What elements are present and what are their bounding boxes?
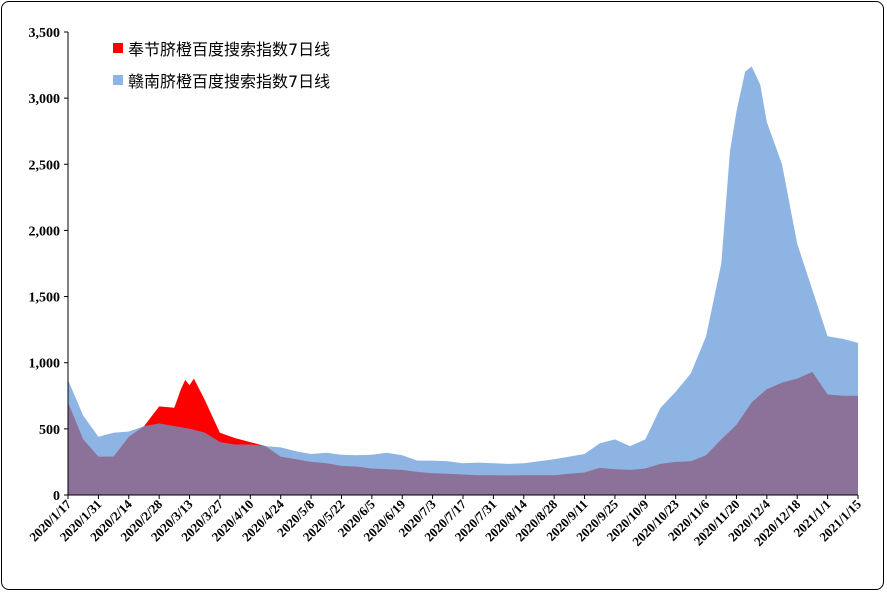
- legend-swatch-gannan: [113, 75, 123, 85]
- y-tick-label: 0: [53, 489, 60, 504]
- x-axis-ticks: 2020/1/172020/1/312020/2/142020/2/282020…: [26, 495, 864, 549]
- y-tick-label: 2,500: [29, 158, 61, 173]
- y-tick-label: 1,500: [29, 291, 61, 306]
- legend: 奉节脐橙百度搜索指数7日线 赣南脐橙百度搜索指数7日线: [113, 40, 330, 91]
- legend-label-gannan: 赣南脐橙百度搜索指数7日线: [128, 72, 330, 91]
- series-overlap-area: [68, 372, 858, 495]
- y-tick-label: 1,000: [29, 357, 61, 372]
- y-tick-label: 3,000: [29, 92, 61, 107]
- y-tick-label: 2,000: [29, 224, 61, 239]
- legend-label-fengjie: 奉节脐橙百度搜索指数7日线: [128, 40, 330, 59]
- y-tick-label: 3,500: [29, 26, 61, 41]
- y-axis-ticks: 0 500 1,000 1,500 2,000 2,500 3,000 3,500: [29, 26, 68, 504]
- y-tick-label: 500: [39, 423, 60, 438]
- plot-areas: [68, 66, 858, 496]
- legend-swatch-fengjie: [113, 43, 123, 53]
